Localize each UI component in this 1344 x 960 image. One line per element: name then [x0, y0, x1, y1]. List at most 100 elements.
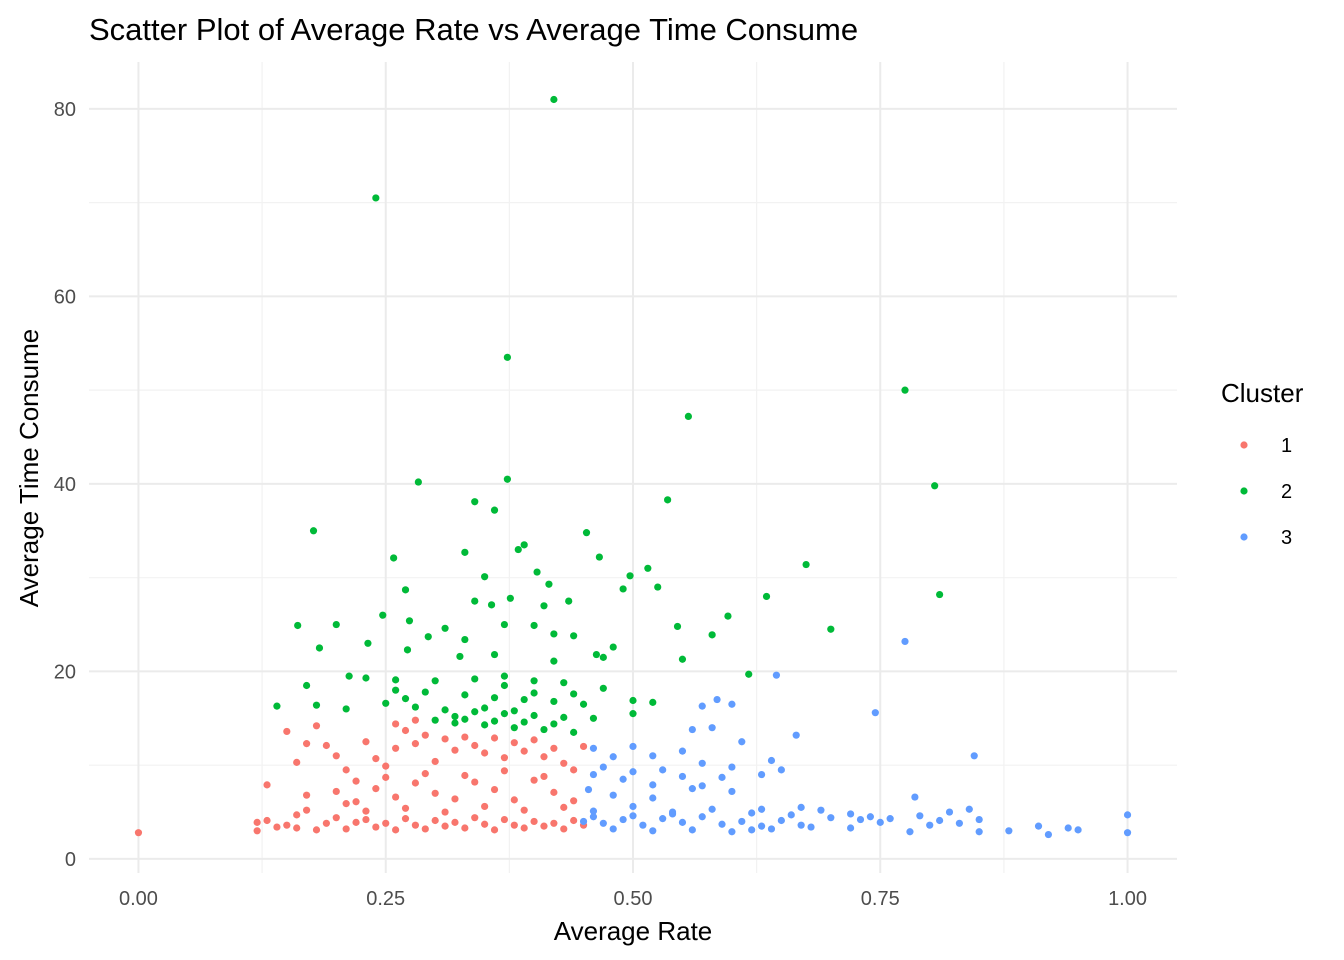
data-point: [490, 734, 499, 742]
data-point: [629, 742, 637, 751]
data-point: [570, 728, 578, 736]
legend-title: Cluster: [1221, 378, 1304, 408]
data-point: [441, 624, 449, 632]
data-point: [500, 620, 509, 629]
data-point: [481, 721, 489, 729]
data-point: [456, 652, 464, 661]
data-point: [728, 828, 736, 836]
legend-label: 3: [1281, 527, 1292, 549]
data-point: [678, 818, 687, 826]
data-point: [886, 815, 894, 823]
data-point: [757, 805, 766, 813]
data-point: [392, 720, 400, 728]
data-point: [550, 720, 558, 728]
data-point: [530, 677, 538, 685]
data-point: [471, 741, 479, 750]
data-point: [500, 710, 509, 718]
data-point: [550, 630, 558, 638]
data-point: [589, 807, 598, 815]
data-point: [352, 798, 360, 806]
legend-key: [1240, 441, 1248, 449]
data-point: [352, 777, 360, 785]
data-point: [688, 826, 696, 834]
data-point: [431, 757, 439, 766]
x-axis-title: Average Rate: [554, 916, 713, 946]
data-point: [757, 770, 766, 779]
data-point: [609, 643, 617, 651]
data-point: [817, 806, 825, 814]
data-point: [595, 553, 603, 561]
data-point: [609, 753, 617, 761]
legend-items: 1 2 3: [1240, 435, 1292, 549]
data-point: [530, 689, 538, 697]
data-point: [294, 621, 302, 630]
data-point: [738, 738, 746, 746]
data-point: [362, 815, 370, 824]
data-point: [421, 770, 429, 778]
data-point: [364, 639, 372, 647]
data-point: [392, 686, 400, 694]
legend: Cluster 1 2 3: [1221, 378, 1304, 549]
data-point: [342, 800, 350, 808]
y-tick-label: 20: [54, 661, 76, 683]
data-point: [461, 548, 469, 556]
legend-key: [1240, 487, 1248, 495]
data-point: [965, 805, 973, 813]
data-point: [945, 808, 954, 816]
data-point: [461, 635, 469, 644]
data-point: [392, 744, 400, 752]
data-point: [550, 697, 558, 706]
data-point: [309, 527, 318, 535]
data-point: [520, 718, 528, 726]
data-point: [382, 762, 390, 770]
data-point: [684, 412, 692, 421]
data-point: [315, 644, 324, 652]
data-point: [1005, 827, 1013, 835]
data-point: [678, 772, 687, 781]
data-point: [510, 821, 518, 829]
data-point: [401, 815, 410, 823]
data-point: [901, 386, 909, 394]
data-point: [382, 699, 390, 707]
data-point: [405, 617, 414, 625]
data-point: [411, 779, 419, 787]
data-point: [303, 740, 311, 748]
data-point: [520, 806, 528, 814]
data-point: [134, 829, 143, 837]
data-point: [975, 828, 983, 836]
x-tick-label: 0.50: [614, 888, 653, 910]
data-point: [856, 815, 865, 824]
data-point: [592, 650, 601, 659]
data-point: [579, 817, 588, 826]
data-point: [698, 782, 706, 790]
series-cluster-1: [134, 716, 588, 837]
data-point: [1064, 824, 1072, 832]
data-point: [461, 715, 469, 723]
data-point: [550, 744, 558, 752]
data-point: [570, 766, 578, 774]
data-point: [431, 677, 439, 685]
data-point: [560, 825, 568, 833]
data-point: [303, 791, 311, 799]
data-point: [441, 822, 449, 830]
y-tick-label: 60: [54, 286, 76, 308]
data-point: [540, 725, 548, 734]
data-point: [589, 813, 598, 821]
data-point: [471, 675, 479, 683]
data-points: [134, 95, 1132, 839]
data-point: [582, 529, 591, 537]
data-point: [649, 781, 657, 789]
data-point: [441, 808, 449, 816]
data-point: [802, 560, 810, 569]
data-point: [767, 756, 776, 765]
data-point: [570, 816, 578, 825]
data-point: [372, 194, 380, 202]
data-point: [312, 701, 321, 709]
data-point: [1044, 830, 1053, 839]
data-point: [461, 733, 469, 741]
data-point: [471, 597, 479, 605]
data-point: [372, 755, 380, 763]
data-point: [481, 749, 489, 757]
data-point: [619, 815, 627, 824]
data-point: [303, 806, 311, 814]
